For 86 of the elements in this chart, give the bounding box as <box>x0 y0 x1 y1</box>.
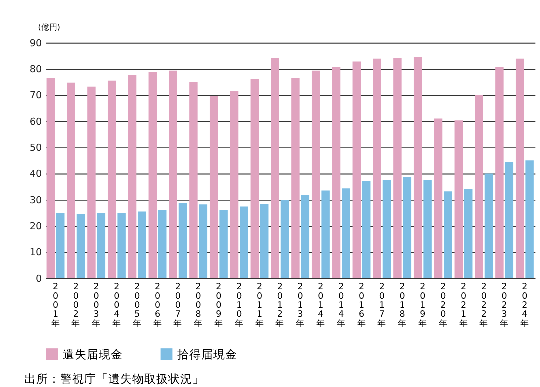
bar <box>67 82 76 278</box>
bar <box>260 204 269 278</box>
x-tick-label: 2021年 <box>459 282 468 330</box>
x-tick-label: 2005年 <box>132 282 142 330</box>
x-tick-label: 2022年 <box>480 282 489 330</box>
y-tick-label: 20 <box>30 222 42 233</box>
bar <box>46 78 56 278</box>
bar <box>454 120 464 278</box>
x-tick-label: 2011年 <box>255 282 264 330</box>
bar <box>496 67 504 278</box>
bar <box>169 70 178 278</box>
y-tick-label: 60 <box>30 116 42 128</box>
x-tick-label: 2003年 <box>92 282 102 330</box>
x-tick-label: 2009年 <box>214 282 224 330</box>
bar <box>97 213 106 278</box>
bar <box>362 181 371 278</box>
x-tick-label: 2004年 <box>112 282 122 330</box>
x-tick-label: 2016年 <box>357 282 366 330</box>
bar <box>128 75 137 278</box>
x-tick-label: 2018年 <box>398 282 408 330</box>
legend-label: 拾得届現金 <box>177 347 238 362</box>
bar <box>76 214 86 278</box>
y-tick-label: 10 <box>30 248 42 259</box>
bar <box>516 58 524 278</box>
x-tick-label: 2008年 <box>194 282 204 330</box>
y-tick-label: 30 <box>30 195 42 206</box>
x-tick-label: 2023年 <box>500 282 510 330</box>
bar <box>199 204 208 278</box>
bar <box>382 180 392 278</box>
y-tick-label: 50 <box>30 142 42 154</box>
bar <box>332 67 341 278</box>
bar <box>220 210 228 278</box>
bar <box>56 213 65 278</box>
x-tick-label: 2014年 <box>316 282 326 330</box>
y-tick-label: 90 <box>30 38 42 50</box>
y-tick-label: 70 <box>30 90 42 102</box>
bar <box>505 162 514 278</box>
bar <box>240 206 248 278</box>
bar <box>118 213 126 278</box>
x-tick-label: 2017年 <box>378 282 387 330</box>
bar <box>190 82 198 278</box>
x-tick-label: 2006年 <box>153 282 162 330</box>
bar <box>210 96 218 278</box>
x-tick-label: 2001年 <box>51 282 60 330</box>
bar <box>148 72 158 278</box>
x-tick-label: 2002年 <box>72 282 81 330</box>
y-tick-label: 80 <box>30 64 42 76</box>
bar <box>414 57 422 278</box>
bar <box>352 62 362 278</box>
bar <box>292 78 300 278</box>
x-tick-label: 2024年 <box>520 282 530 330</box>
bar <box>158 210 167 278</box>
bar <box>88 86 96 278</box>
bar <box>271 58 280 278</box>
legend-label: 遺失届現金 <box>63 347 124 362</box>
bar <box>312 70 320 278</box>
x-tick-label: 2014年 <box>336 282 346 330</box>
x-tick-label: 2013年 <box>296 282 306 330</box>
bar <box>342 188 350 278</box>
x-tick-label: 2012年 <box>276 282 285 330</box>
y-tick-label: 0 <box>36 274 42 285</box>
bar <box>250 80 260 278</box>
bar <box>403 177 412 278</box>
bar <box>280 200 290 278</box>
x-tick-label: 2019年 <box>418 282 428 330</box>
text: 出所：警視庁「遺失物取扱状況」 <box>24 372 205 386</box>
y-axis-title: (億円) <box>38 22 60 32</box>
bar <box>434 118 443 278</box>
x-tick-label: 2007年 <box>174 282 183 330</box>
bar <box>178 203 188 278</box>
bar <box>526 160 534 278</box>
bar <box>138 212 146 278</box>
bar <box>444 192 452 278</box>
bar <box>108 80 116 278</box>
bar <box>394 58 402 278</box>
bar <box>475 95 484 278</box>
x-tick-label: 2010年 <box>234 282 244 330</box>
bar <box>301 195 310 278</box>
bar <box>373 58 382 278</box>
bar <box>424 180 432 278</box>
y-tick-label: 40 <box>30 169 42 180</box>
bar <box>484 174 494 278</box>
x-tick-label: 2020年 <box>438 282 448 330</box>
bar <box>464 189 473 278</box>
bar <box>322 190 330 278</box>
bar <box>230 91 239 278</box>
